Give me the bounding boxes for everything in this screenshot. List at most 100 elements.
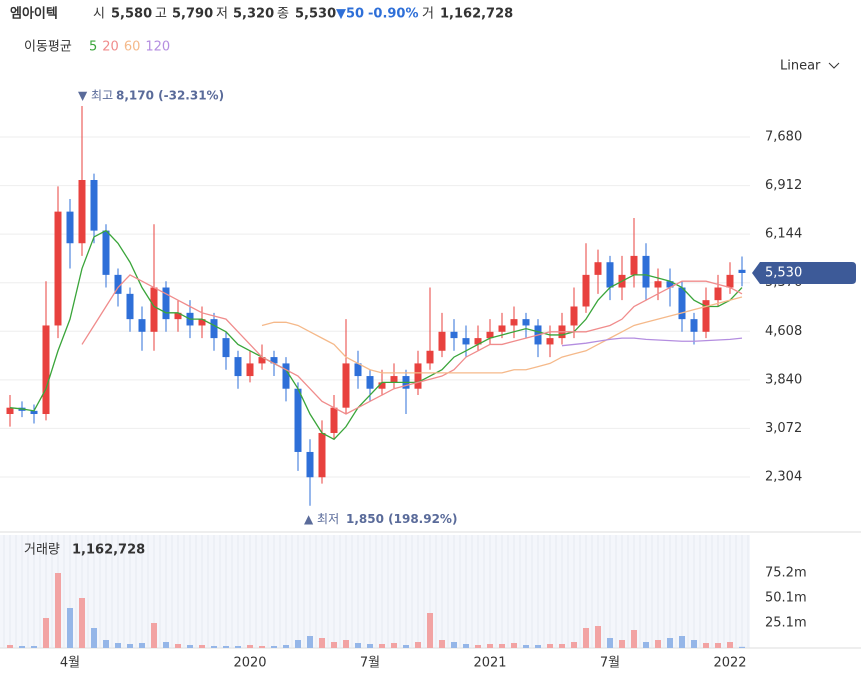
volume-bar [679, 636, 685, 648]
volume-bar [91, 628, 97, 648]
volume-bar [583, 628, 589, 648]
volume-bar [55, 573, 61, 648]
candle-body [282, 363, 290, 389]
x-tick-label: 2022 [713, 656, 746, 671]
scale-toggle[interactable]: Linear [780, 59, 821, 74]
candle-body [642, 255, 650, 288]
volume-bar [247, 645, 253, 648]
volume-bar [739, 646, 745, 648]
y-tick-label: 6,912 [765, 178, 802, 193]
candle-body [666, 281, 674, 288]
candle-body [462, 338, 470, 345]
candle-body [498, 325, 506, 332]
volume-bar [703, 643, 709, 648]
candle-body [78, 180, 86, 244]
volume-bar [271, 646, 277, 648]
ma-label: 이동평균 [24, 40, 72, 55]
candle-body [90, 180, 98, 231]
candle-body [486, 331, 494, 339]
candle-body [270, 357, 278, 364]
candle-body [450, 331, 458, 339]
volume-bar [79, 598, 85, 648]
candle-body [222, 338, 230, 358]
x-tick-label: 7월 [360, 656, 380, 671]
volume-bar [127, 644, 133, 648]
candle-body [174, 312, 182, 320]
candle-body [258, 357, 266, 364]
volume-bar [103, 640, 109, 648]
candle-body [138, 319, 146, 332]
candle-body [546, 338, 554, 345]
volume-bar [451, 642, 457, 648]
candle-body [426, 350, 434, 364]
volume-bar [139, 643, 145, 648]
candle-body [246, 363, 254, 377]
volume-panel [0, 535, 750, 648]
volume-bar [595, 626, 601, 648]
volume-bar [463, 644, 469, 648]
price-tag-label: 5,530 [765, 265, 802, 280]
x-tick-label: 2021 [473, 656, 506, 671]
volume-label: 거 [422, 7, 434, 22]
volume-bar [439, 640, 445, 648]
volume-bar [187, 645, 193, 648]
volume-bar [115, 643, 121, 648]
volume-bar [571, 642, 577, 648]
candle-body [234, 357, 242, 377]
open-value: 5,580 [111, 7, 152, 22]
high-value: 5,790 [172, 7, 213, 22]
open-label: 시 [93, 7, 105, 22]
volume-bar [307, 636, 313, 648]
volume-title-value: 1,162,728 [72, 543, 145, 558]
volume-bar [403, 645, 409, 648]
candle-body [510, 319, 518, 326]
candle-body [30, 410, 38, 415]
y-tick-label: 2,304 [765, 470, 802, 485]
candle-body [726, 274, 734, 288]
y-tick-label: 75.2m [765, 565, 807, 580]
dropdown-icon[interactable] [828, 62, 840, 69]
candle-body [54, 211, 62, 326]
candle-body [738, 269, 746, 273]
volume-bar [319, 638, 325, 648]
volume-bar [643, 642, 649, 648]
volume-bar [331, 642, 337, 648]
y-tick-label: 3,072 [765, 421, 802, 436]
low-label: 저 [216, 7, 228, 22]
candle-body [390, 376, 398, 383]
legend-entry: 5 [89, 40, 97, 55]
volume-bar [631, 630, 637, 648]
volume-bar [151, 623, 157, 648]
price-tag [752, 261, 856, 284]
candle-body [690, 319, 698, 332]
volume-bar [223, 646, 229, 648]
volume-title: 거래량 [24, 543, 60, 558]
change: ▼50 [336, 7, 364, 22]
candle-body [6, 407, 14, 415]
volume-bar [379, 644, 385, 648]
low-value: 5,320 [233, 7, 274, 22]
volume-bar [547, 644, 553, 648]
volume-bar [367, 644, 373, 648]
volume-value: 1,162,728 [440, 7, 513, 22]
volume-bar [523, 645, 529, 648]
high-label: 고 [155, 7, 167, 22]
candle-body [354, 363, 362, 377]
candle-body [414, 363, 422, 389]
volume-bar [499, 644, 505, 648]
x-tick-label: 4월 [60, 656, 80, 671]
volume-bar [283, 645, 289, 648]
volume-bar [607, 638, 613, 648]
volume-bar [67, 608, 73, 648]
low-annot-label: ▲ 최저 [304, 512, 339, 526]
change-pct: -0.90% [368, 7, 419, 22]
volume-bar [475, 645, 481, 648]
high-annot-label: ▼ 최고 [78, 89, 113, 103]
candle-body [294, 388, 302, 452]
candle-body [366, 376, 374, 389]
y-tick-label: 4,608 [765, 324, 802, 339]
candle-body [378, 382, 386, 389]
volume-bar [235, 646, 241, 648]
ma-line [561, 337, 743, 347]
volume-bar [211, 646, 217, 648]
